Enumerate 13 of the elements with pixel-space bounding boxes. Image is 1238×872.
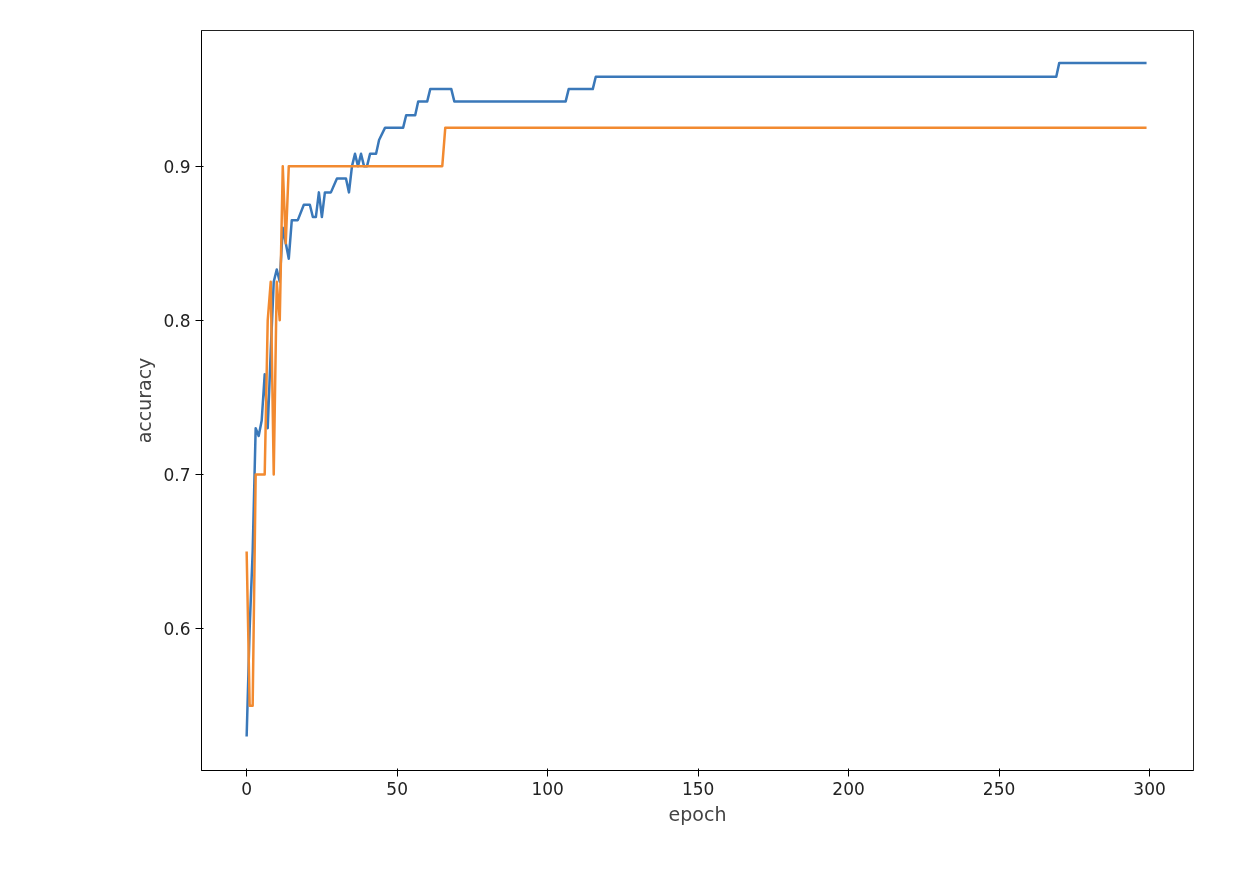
x-tick-label: 250: [982, 778, 1016, 799]
x-tick-label: 0: [241, 778, 253, 799]
x-tick-label: 50: [386, 778, 408, 799]
y-tick-label: 0.9: [163, 156, 191, 177]
x-axis-title: epoch: [668, 802, 727, 825]
y-tick-label: 0.8: [163, 310, 191, 331]
x-tick-label: 100: [531, 778, 564, 799]
y-tick-label: 0.7: [163, 465, 191, 485]
x-tick-label: 200: [832, 778, 865, 799]
y-axis-title: accuracy: [133, 357, 156, 444]
y-tick-label: 0.6: [163, 619, 191, 640]
x-tick-label: 150: [681, 778, 715, 799]
x-tick-label: 300: [1133, 778, 1166, 799]
